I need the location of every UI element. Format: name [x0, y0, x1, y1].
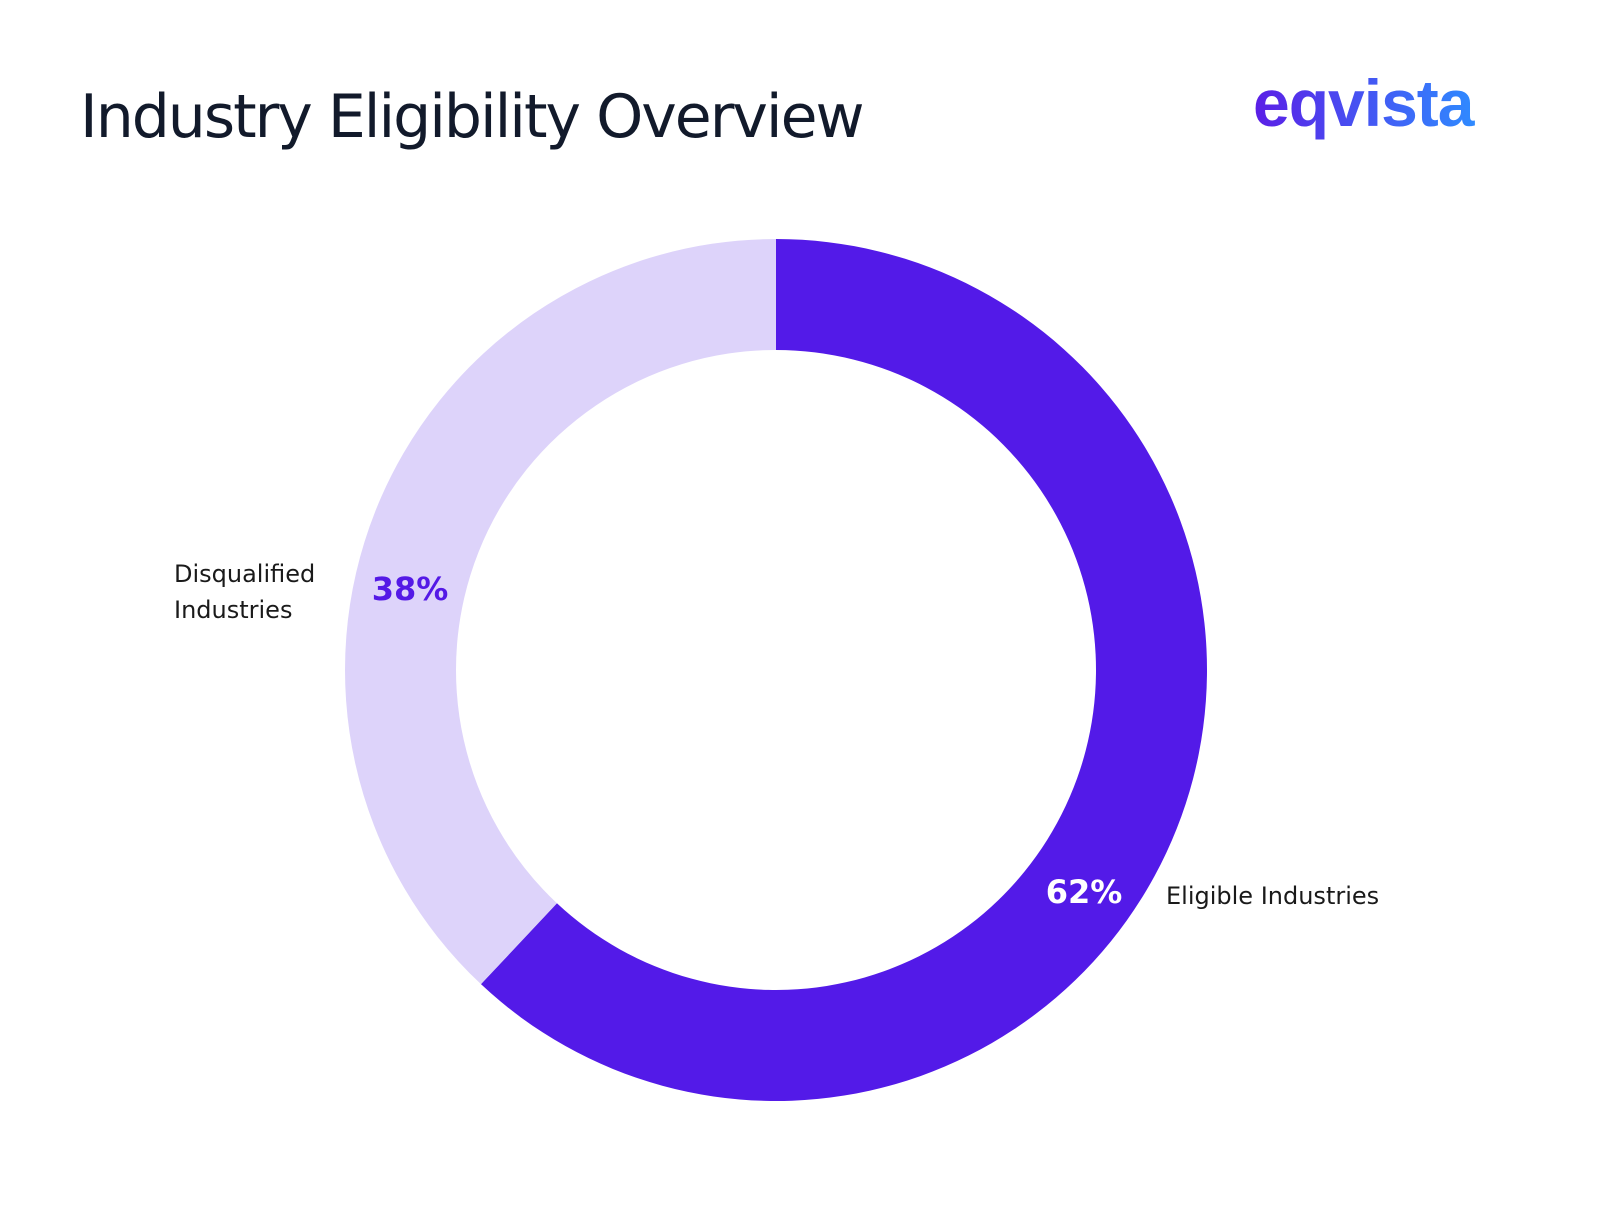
category-label-disqualified-industries: Disqualified Industries — [174, 560, 315, 624]
value-label-eligible-industries: 62% — [1046, 873, 1123, 911]
category-label-eligible-industries: Eligible Industries — [1166, 882, 1379, 910]
chart-title: Industry Eligibility Overview — [80, 82, 865, 152]
logo-wordmark: eqvista — [1253, 66, 1476, 140]
slice-disqualified-industries — [345, 239, 776, 985]
donut-slices — [345, 239, 1207, 1102]
slice-eligible-industries — [480, 239, 1207, 1102]
value-label-disqualified-industries: 38% — [372, 570, 449, 608]
eqvista-logo: eqvista — [1253, 66, 1477, 140]
donut-labels: 62% Eligible Industries 38% Disqualified Ind… — [174, 560, 1379, 911]
